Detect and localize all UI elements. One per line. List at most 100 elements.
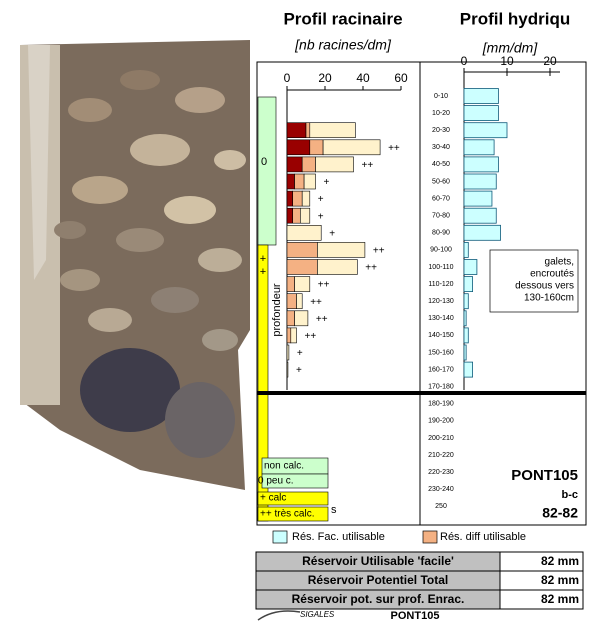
root-bar <box>302 157 315 172</box>
x-tick-label: 0 <box>284 71 291 85</box>
legend-label: Rés. Fac. utilisable <box>292 531 385 543</box>
summary-table: Réservoir Utilisable 'facile' 82 mm Réserv… <box>256 552 583 609</box>
water-title: Profil hydriqu <box>460 9 571 28</box>
root-annotation: + <box>324 177 330 188</box>
root-bar <box>287 328 291 343</box>
water-bar <box>464 208 496 223</box>
root-subtitle: [nb racines/dm] <box>294 37 392 53</box>
table-value: 82 mm <box>541 592 579 606</box>
site-range: 82-82 <box>542 505 578 521</box>
footer-logo: SIGALES <box>300 610 335 619</box>
root-annotation: ++ <box>310 297 322 308</box>
root-annotation: ++ <box>365 263 377 274</box>
water-bar <box>464 140 494 155</box>
depth-label: 70-80 <box>432 213 450 220</box>
root-bar <box>287 140 310 155</box>
depth-label: 210-220 <box>428 452 454 459</box>
root-bar <box>287 208 293 223</box>
depth-label: 80-90 <box>432 230 450 237</box>
root-annotation: + <box>318 211 324 222</box>
table-label: Réservoir Potentiel Total <box>308 573 448 587</box>
x-tick-label: 10 <box>500 54 514 68</box>
x-tick-label: 40 <box>356 71 370 85</box>
root-bar <box>287 242 317 257</box>
horizon-legend: + calc <box>260 493 286 504</box>
root-bar <box>293 208 301 223</box>
root-bar <box>302 191 310 206</box>
footer-name: PONT105 <box>391 610 440 622</box>
note-line: galets, <box>545 257 574 268</box>
horizon-legend: s <box>331 504 337 516</box>
water-bar <box>464 89 498 104</box>
water-bar <box>464 328 468 343</box>
root-bar <box>291 328 297 343</box>
table-label: Réservoir pot. sur prof. Enrac. <box>292 592 465 606</box>
root-bar <box>287 174 295 189</box>
depth-label: 150-160 <box>428 349 454 356</box>
water-bar <box>464 294 468 309</box>
horizon-label: + <box>260 253 266 265</box>
depth-label: 230-240 <box>428 486 454 493</box>
depth-label: 220-230 <box>428 469 454 476</box>
root-annotation: + <box>329 228 335 239</box>
water-bar <box>464 242 468 257</box>
depth-label: 60-70 <box>432 195 450 202</box>
horizon-label: 0 <box>261 156 267 168</box>
root-annotation: ++ <box>305 331 317 342</box>
root-bar <box>287 277 295 292</box>
root-annotation: ++ <box>318 280 330 291</box>
note-line: 130-160cm <box>524 293 574 304</box>
depth-label: 50-60 <box>432 178 450 185</box>
depth-label: 130-140 <box>428 315 454 322</box>
depth-label: 40-50 <box>432 161 450 168</box>
water-bar <box>464 106 498 121</box>
legend-swatch <box>273 531 287 543</box>
water-bar <box>464 225 501 240</box>
root-bar <box>287 311 295 326</box>
root-annotation: ++ <box>316 314 328 325</box>
root-bar <box>297 294 303 309</box>
root-bar <box>295 174 305 189</box>
depth-label: 10-20 <box>432 110 450 117</box>
depth-label: 180-190 <box>428 401 454 408</box>
root-bar <box>287 260 317 275</box>
water-bar <box>464 157 498 172</box>
horizon-legend: 0 peu c. <box>258 476 294 487</box>
depth-label: 170-180 <box>428 384 454 391</box>
depth-label: 0-10 <box>434 93 448 100</box>
root-bar <box>306 123 310 138</box>
page: Profil racinaire Profil hydriqu [nb raci… <box>0 0 616 624</box>
note-line: dessous vers <box>515 281 574 292</box>
depth-label: 250 <box>435 503 447 510</box>
root-bar <box>317 242 365 257</box>
depth-label: 190-200 <box>428 418 454 425</box>
root-annotation: + <box>296 365 302 376</box>
depth-label: 110-120 <box>428 281 453 288</box>
x-tick-label: 20 <box>543 54 557 68</box>
depth-label: 90-100 <box>430 247 452 254</box>
table-value: 82 mm <box>541 554 579 568</box>
x-tick-label: 20 <box>318 71 332 85</box>
water-bar <box>464 174 496 189</box>
x-tick-label: 0 <box>461 54 468 68</box>
photo <box>20 40 250 490</box>
root-annotation: ++ <box>362 160 374 171</box>
root-bar <box>310 123 356 138</box>
root-bar <box>310 140 323 155</box>
note-line: encroutés <box>530 269 574 280</box>
water-bar <box>464 260 477 275</box>
horizon-band <box>258 97 276 245</box>
site-code: b-c <box>562 489 579 501</box>
root-bar <box>300 208 310 223</box>
root-bar <box>287 294 297 309</box>
water-bar <box>464 277 473 292</box>
root-bar <box>287 225 321 240</box>
root-bar <box>287 362 288 377</box>
water-bar <box>464 345 466 360</box>
table-label: Réservoir Utilisable 'facile' <box>302 554 454 568</box>
depth-label: 120-130 <box>428 298 454 305</box>
root-bar <box>316 157 354 172</box>
root-bar <box>287 123 306 138</box>
water-bar <box>464 191 492 206</box>
site-name: PONT105 <box>511 467 578 484</box>
